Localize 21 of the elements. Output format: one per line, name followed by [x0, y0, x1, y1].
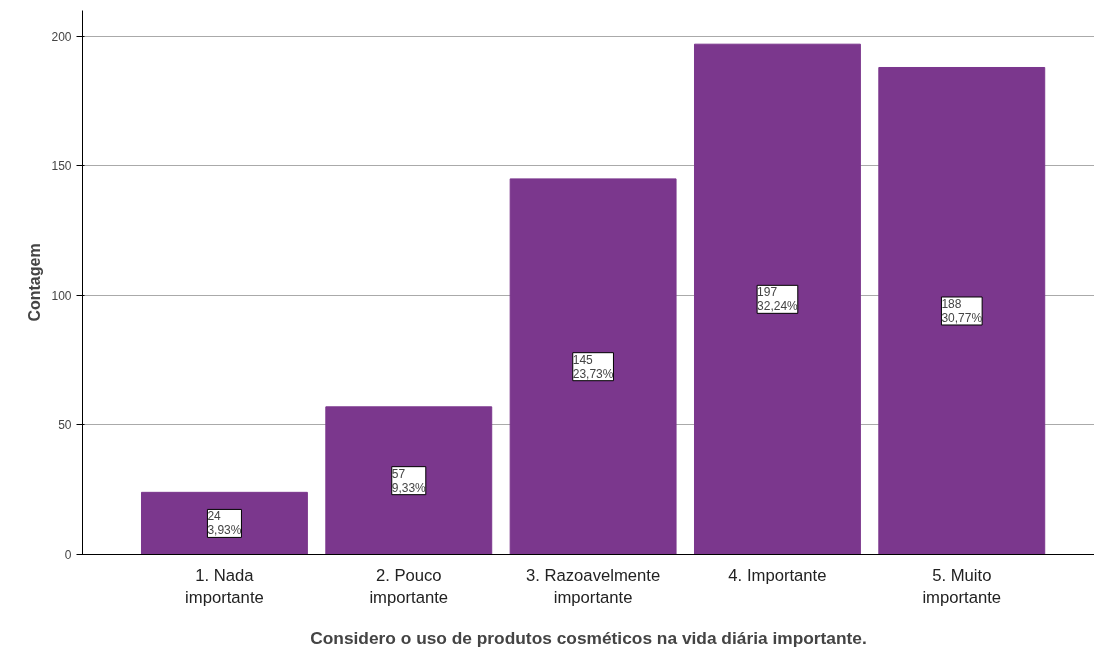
x-tick-label: 2. Pouco importante: [369, 565, 449, 608]
y-tick-label: 200: [51, 29, 72, 44]
bar: [693, 43, 861, 555]
bar: [878, 66, 1046, 555]
x-tick-label: 1. Nada importante: [185, 565, 264, 608]
y-axis-title: Contagem: [26, 243, 44, 322]
bar: [140, 491, 308, 555]
y-tick-label: 0: [64, 548, 72, 562]
y-tick-label: 100: [51, 288, 72, 303]
data-label: 145 23,73%: [572, 352, 614, 381]
x-tick-label: 3. Razoavelmente importante: [525, 565, 661, 608]
bar: [509, 178, 677, 555]
data-label: 24 3,93%: [207, 509, 242, 538]
data-label: 57 9,33%: [391, 466, 427, 495]
x-tick-label: 4. Importante: [728, 565, 827, 585]
y-tick-label: 50: [58, 418, 72, 433]
y-tick-label: 150: [51, 159, 72, 174]
bar: [325, 406, 493, 555]
x-tick-label: 5. Muito importante: [922, 565, 1002, 608]
x-axis-title: Considero o uso de produtos cosméticos na vida diária importante.: [310, 628, 867, 649]
data-label: 188 30,77%: [941, 297, 983, 325]
